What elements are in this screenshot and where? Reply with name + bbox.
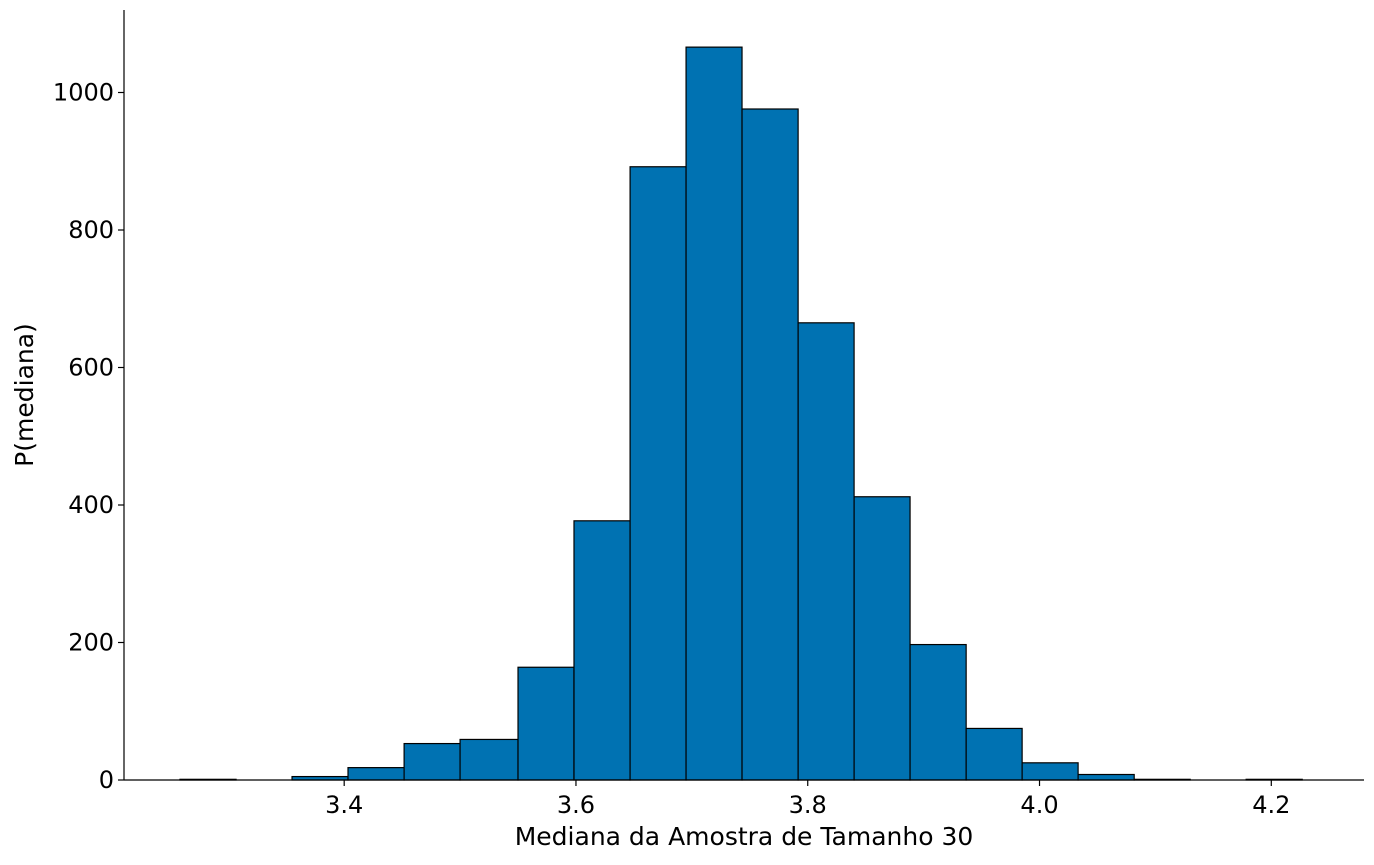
histogram-bar [797, 322, 855, 781]
axes-layer [123, 10, 1364, 781]
y-tick-label: 600 [68, 354, 114, 382]
histogram-bar [741, 108, 799, 781]
y-ticks: 0 200 400 600 800 1000 [53, 79, 124, 794]
histogram-bar [853, 496, 911, 781]
histogram-bar [517, 666, 575, 781]
x-tick-label: 3.4 [325, 791, 363, 819]
x-tick-label: 4.0 [1020, 791, 1058, 819]
x-axis-title: Mediana da Amostra de Tamanho 30 [515, 822, 974, 851]
bars-layer [179, 46, 1303, 781]
histogram-bar [573, 520, 631, 781]
histogram-bar [1021, 762, 1079, 781]
x-ticks: 3.4 3.6 3.8 4.0 4.2 [325, 780, 1290, 819]
y-tick-label: 400 [68, 491, 114, 519]
histogram-bar [629, 166, 687, 781]
histogram-bar [1077, 773, 1135, 781]
histogram-bar [459, 738, 519, 781]
y-tick-label: 200 [68, 629, 114, 657]
histogram-bar [965, 727, 1023, 781]
y-tick-label: 800 [68, 216, 114, 244]
y-tick-label: 0 [99, 766, 114, 794]
histogram-bar [403, 742, 461, 781]
x-tick-label: 3.8 [789, 791, 827, 819]
y-tick-label: 1000 [53, 79, 114, 107]
histogram-bar [685, 46, 743, 781]
x-tick-label: 4.2 [1252, 791, 1290, 819]
histogram-bar [909, 643, 967, 781]
histogram-bar [347, 767, 405, 781]
x-tick-label: 3.6 [557, 791, 595, 819]
y-axis-title: P(mediana) [10, 323, 39, 467]
